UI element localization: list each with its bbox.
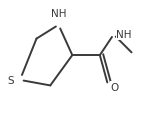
Text: NH: NH	[51, 9, 66, 19]
Text: NH: NH	[116, 30, 132, 40]
Text: O: O	[111, 82, 119, 92]
Text: S: S	[8, 75, 14, 85]
